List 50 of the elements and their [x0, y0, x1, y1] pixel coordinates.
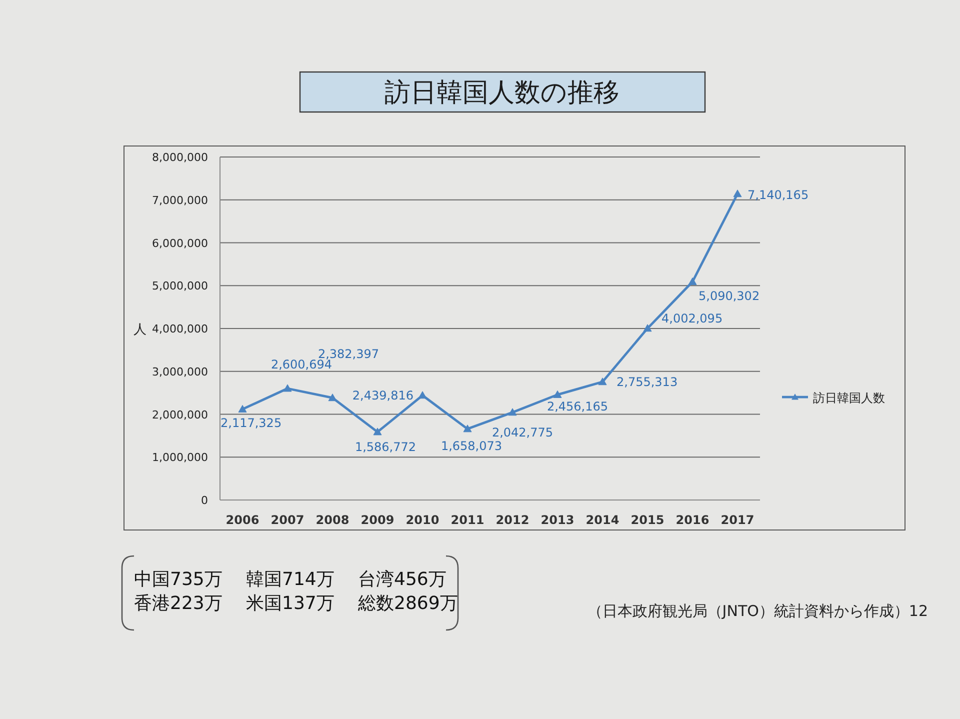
y-tick-label: 1,000,000: [152, 451, 208, 464]
x-tick-label: 2009: [360, 513, 394, 527]
point: [463, 424, 472, 432]
x-tick-label: 2011: [450, 513, 484, 527]
x-tick-label: 2006: [226, 513, 260, 527]
y-axis-title: 人: [134, 322, 146, 338]
point: [373, 428, 382, 436]
y-tick-label: 8,000,000: [152, 151, 208, 164]
y-tick-label: 4,000,000: [152, 322, 208, 336]
data-label: 2,117,325: [220, 416, 282, 430]
point: [508, 408, 517, 416]
x-tick-label: 2010: [406, 513, 440, 527]
y-tick-label: 3,000,000: [152, 365, 208, 378]
summary-box: 中国735万 韓国714万 台湾456万 香港223万 米国137万 総数2869万: [121, 555, 459, 631]
data-label: 2,042,775: [492, 425, 554, 440]
point: [643, 324, 652, 332]
legend: 訪日韓国人数: [782, 391, 885, 406]
x-tick-label: 2013: [540, 513, 574, 527]
data-label: 7,140,165: [748, 188, 809, 202]
x-tick-label: 2014: [586, 513, 620, 527]
text: （日本政府観光局（JNTO）統計資料から作成）12: [587, 602, 928, 620]
y-tick-label: 5,000,000: [152, 280, 208, 293]
x-tick-label: 2017: [720, 513, 754, 527]
point: [238, 404, 247, 412]
title: 訪日韓国人数の推移: [299, 71, 706, 113]
data-label: 2,439,816: [352, 388, 414, 402]
data-label: 5,090,302: [698, 288, 760, 303]
data-label: 2,755,313: [616, 374, 678, 389]
y-tick-label: 7,000,000: [152, 194, 208, 207]
point: [688, 278, 697, 286]
x-tick-label: 2015: [630, 513, 664, 527]
chart-title: 訪日韓国人数の推移: [384, 78, 620, 108]
data-label: 4,002,095: [662, 311, 723, 326]
x-tick-label: 2007: [270, 513, 304, 527]
legend-label: 訪日韓国人数: [813, 391, 885, 406]
point: [598, 378, 607, 386]
x-tick-label: 2012: [496, 513, 530, 527]
data-label: 2,382,397: [318, 346, 380, 361]
x-tick-label: 2008: [316, 513, 350, 527]
point: [283, 384, 292, 392]
point: [733, 190, 742, 198]
data-label: 2,456,165: [546, 400, 608, 414]
data-label: 1,586,772: [354, 440, 416, 454]
point: [328, 394, 337, 402]
data-label: 1,658,073: [440, 438, 502, 453]
y-tick-label: 0: [201, 494, 208, 507]
y-tick-label: 2,000,000: [152, 408, 208, 422]
x-tick-label: 2016: [676, 513, 710, 527]
point: [553, 390, 562, 398]
y-tick-label: 6,000,000: [152, 236, 208, 250]
